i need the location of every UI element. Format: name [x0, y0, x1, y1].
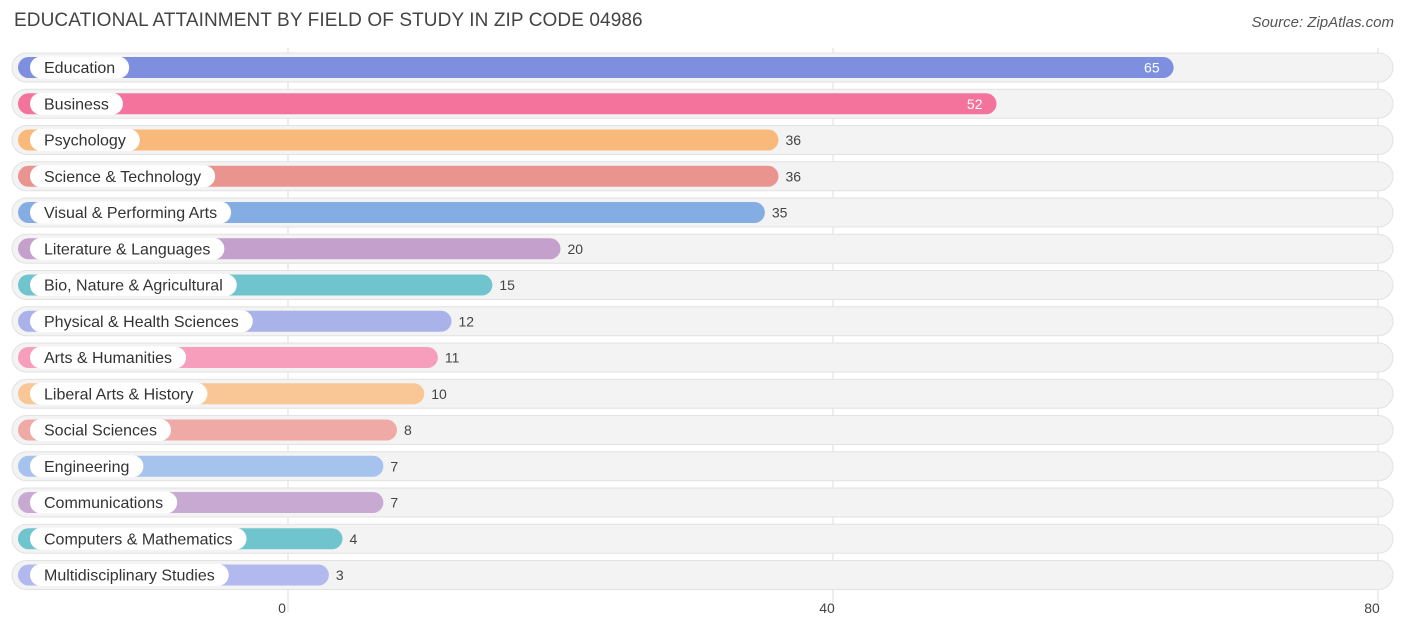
category-label-pill: [30, 382, 208, 405]
category-label: Psychology: [44, 133, 126, 150]
category-label: Science & Technology: [44, 169, 201, 186]
category-label-pill: [30, 346, 187, 369]
value-label: 4: [350, 531, 358, 547]
bar: [18, 57, 1174, 78]
bar-row: Communications 7: [11, 487, 1394, 518]
value-label: 7: [390, 495, 398, 511]
value-label: 35: [772, 205, 788, 221]
category-label-pill: [30, 419, 171, 441]
category-label-pill: [30, 92, 123, 115]
bar: [18, 93, 997, 115]
x-tick-label: 80: [1364, 600, 1380, 616]
category-label-pill: [30, 56, 130, 79]
bar-track: [11, 560, 1394, 590]
category-label: Bio, Nature & Agricultural: [44, 278, 223, 295]
category-label-pill: [30, 310, 253, 333]
bar-row: Visual & Performing Arts 35: [11, 197, 1394, 228]
category-label-pill: [30, 201, 232, 224]
category-label: Education: [44, 60, 115, 77]
value-label: 7: [390, 458, 398, 474]
value-label: 20: [568, 241, 584, 257]
bar-row: Multidisciplinary Studies 3: [11, 560, 1394, 590]
category-label: Arts & Humanities: [44, 350, 172, 367]
chart-source: Source: ZipAtlas.com: [1251, 14, 1394, 31]
category-label: Business: [44, 96, 109, 113]
category-label: Engineering: [44, 459, 129, 476]
category-label: Computers & Mathematics: [44, 531, 233, 548]
value-label: 36: [786, 168, 802, 184]
category-label: Social Sciences: [44, 423, 157, 440]
category-label-pill: [30, 165, 216, 188]
value-label: 15: [499, 277, 515, 293]
bar-row: Physical & Health Sciences 12: [11, 306, 1394, 337]
bar-row: Literature & Languages 20: [11, 233, 1394, 264]
category-label: Liberal Arts & History: [44, 386, 193, 403]
value-label: 3: [336, 567, 344, 583]
x-tick-label: 40: [819, 600, 835, 616]
category-label-pill: [30, 455, 144, 478]
bar-row: Engineering 7: [11, 451, 1394, 482]
value-label: 65: [1144, 60, 1160, 76]
x-tick-label: 0: [278, 600, 286, 616]
value-label: 52: [967, 96, 983, 112]
bar-row: Education 65: [11, 52, 1394, 83]
category-label: Visual & Performing Arts: [44, 205, 217, 222]
bar: [18, 129, 779, 151]
value-label: 36: [786, 132, 802, 148]
category-label: Physical & Health Sciences: [44, 314, 239, 331]
value-label: 8: [404, 422, 412, 438]
chart-title: EDUCATIONAL ATTAINMENT BY FIELD OF STUDY…: [14, 10, 643, 31]
bar-row: Social Sciences 8: [11, 415, 1394, 445]
category-label: Multidisciplinary Studies: [44, 568, 215, 585]
category-label: Literature & Languages: [44, 241, 210, 258]
value-label: 12: [459, 313, 475, 329]
value-label: 11: [445, 350, 460, 366]
value-label: 10: [431, 386, 447, 402]
bar-track: [11, 523, 1394, 554]
category-label-pill: [30, 129, 140, 151]
category-label-pill: [30, 237, 225, 260]
bar-row: Liberal Arts & History 10: [11, 378, 1394, 409]
bar-row: Bio, Nature & Agricultural 15: [11, 270, 1394, 300]
x-axis-ticks: 0 40 80: [278, 600, 1380, 616]
category-label-pill: [30, 274, 237, 296]
category-label-pill: [30, 491, 178, 514]
bar-row: Business 52: [11, 88, 1394, 119]
bar-row: Arts & Humanities 11: [11, 342, 1394, 373]
category-label-pill: [30, 564, 229, 586]
bar-row: Computers & Mathematics 4: [11, 523, 1394, 554]
category-label-pill: [30, 527, 247, 550]
bar-row: Science & Technology 36: [11, 161, 1394, 192]
bar-row: Psychology 36: [11, 125, 1394, 155]
category-label: Communications: [44, 495, 163, 512]
